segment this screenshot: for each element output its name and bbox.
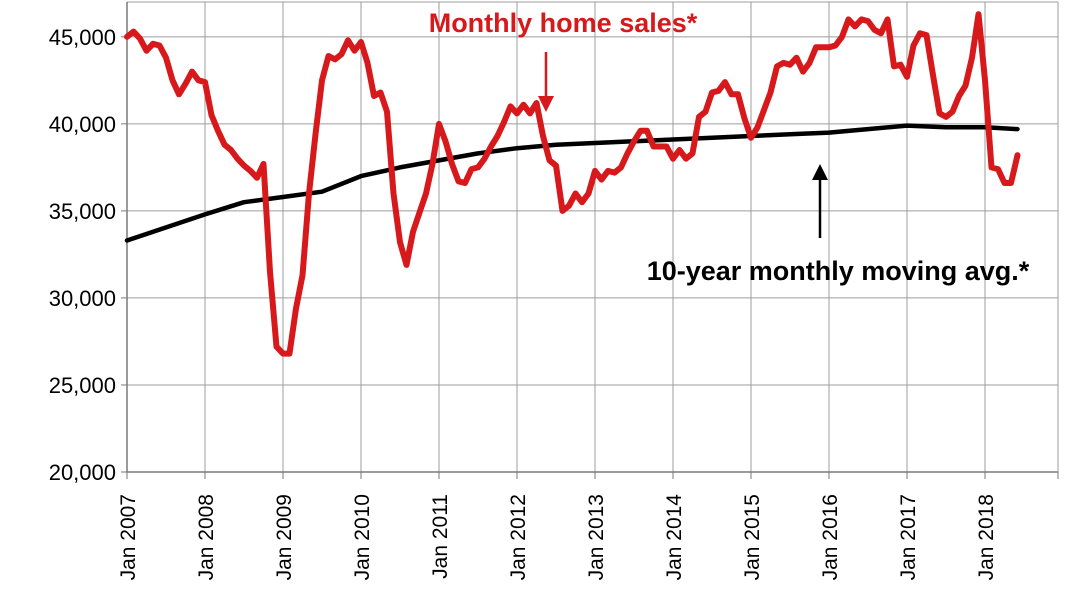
annotations: Monthly home sales* 10-year monthly movi… — [429, 8, 1030, 286]
y-axis-ticks: 20,000 25,000 30,000 35,000 40,000 45,000 — [49, 25, 116, 485]
x-tick-label: Jan 2015 — [741, 494, 764, 580]
x-tick-label: Jan 2012 — [507, 494, 530, 580]
annotation-moving-average: 10-year monthly moving avg.* — [647, 256, 1030, 286]
y-tick-label: 25,000 — [49, 373, 116, 398]
series-line-monthly-home-sales — [124, 11, 1021, 357]
series-lines — [124, 11, 1021, 357]
axes — [121, 2, 1059, 479]
x-tick-label: Jan 2016 — [819, 494, 842, 580]
y-tick-label: 30,000 — [49, 286, 116, 311]
x-axis-ticks: Jan 2007 Jan 2008 Jan 2009 Jan 2010 Jan 2011… — [117, 494, 998, 581]
annotation-arrowhead-monthly-sales — [538, 96, 554, 112]
y-tick-label: 40,000 — [49, 112, 116, 137]
annotation-monthly-sales: Monthly home sales* — [429, 8, 698, 38]
x-tick-label: Jan 2018 — [975, 494, 998, 580]
y-tick-label: 35,000 — [49, 199, 116, 224]
x-tick-label: Jan 2013 — [585, 494, 608, 580]
gridlines — [126, 1, 1059, 473]
x-tick-label: Jan 2007 — [117, 494, 140, 580]
series-line-moving-average — [124, 123, 1020, 243]
x-tick-label: Jan 2009 — [273, 494, 296, 580]
annotation-arrowhead-moving-average — [812, 164, 828, 180]
x-tick-label: Jan 2011 — [429, 494, 452, 579]
x-tick-label: Jan 2010 — [351, 494, 374, 580]
y-tick-label: 45,000 — [49, 25, 116, 50]
y-tick-label: 20,000 — [49, 460, 116, 485]
x-tick-label: Jan 2017 — [897, 494, 920, 580]
x-tick-label: Jan 2014 — [663, 494, 686, 581]
x-tick-label: Jan 2008 — [195, 494, 218, 580]
